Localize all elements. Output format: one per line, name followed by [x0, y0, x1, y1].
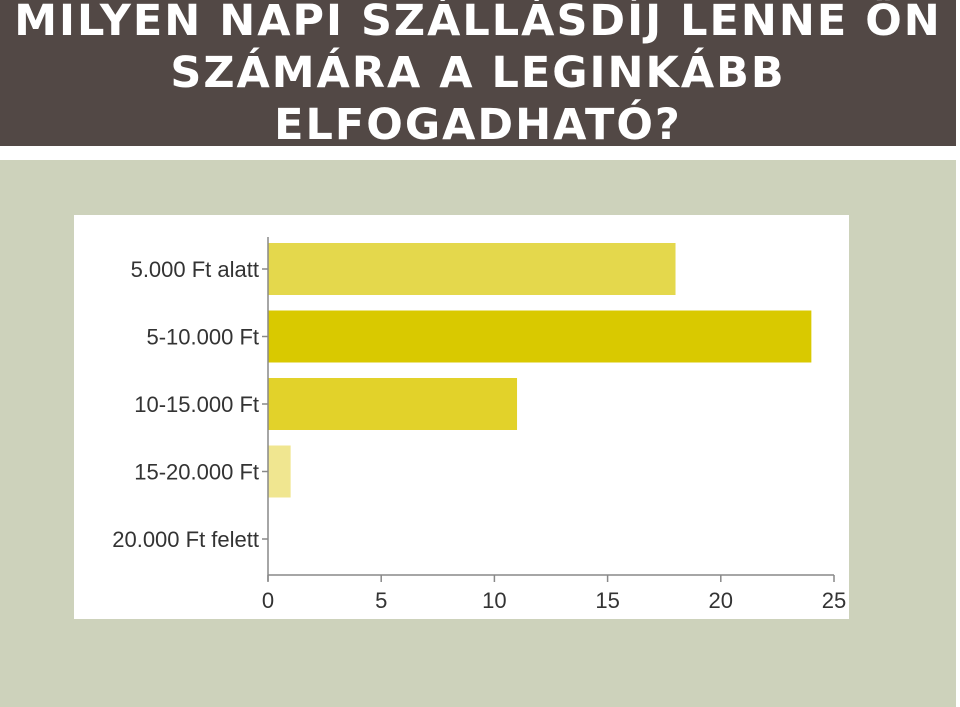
bar-2	[268, 378, 518, 430]
x-tick-label-1: 5	[375, 588, 387, 613]
bar-1	[268, 310, 812, 363]
chart-panel: 5.000 Ft alatt 5-10.000 Ft 10-15.000 Ft 15-…	[74, 215, 849, 619]
category-label-4: 20.000 Ft felett	[112, 527, 259, 552]
x-tick-label-4: 20	[709, 588, 733, 613]
bar-chart: 5.000 Ft alatt 5-10.000 Ft 10-15.000 Ft 15-…	[112, 237, 846, 613]
category-label-3: 15-20.000 Ft	[134, 460, 259, 485]
category-label-2: 10-15.000 Ft	[134, 392, 259, 417]
bar-3	[268, 445, 291, 498]
x-tick-label-5: 25	[822, 588, 846, 613]
category-label-0: 5.000 Ft alatt	[131, 257, 259, 282]
x-tick-label-2: 10	[482, 588, 506, 613]
slide-title: MILYEN NAPI SZÁLLÁSDÍJ LENNE ÖN SZÁMÁRA …	[14, 0, 942, 150]
bar-0	[268, 243, 676, 295]
title-band: MILYEN NAPI SZÁLLÁSDÍJ LENNE ÖN SZÁMÁRA …	[0, 0, 956, 150]
x-tick-label-3: 15	[595, 588, 619, 613]
category-label-1: 5-10.000 Ft	[146, 325, 259, 350]
x-tick-label-0: 0	[262, 588, 274, 613]
